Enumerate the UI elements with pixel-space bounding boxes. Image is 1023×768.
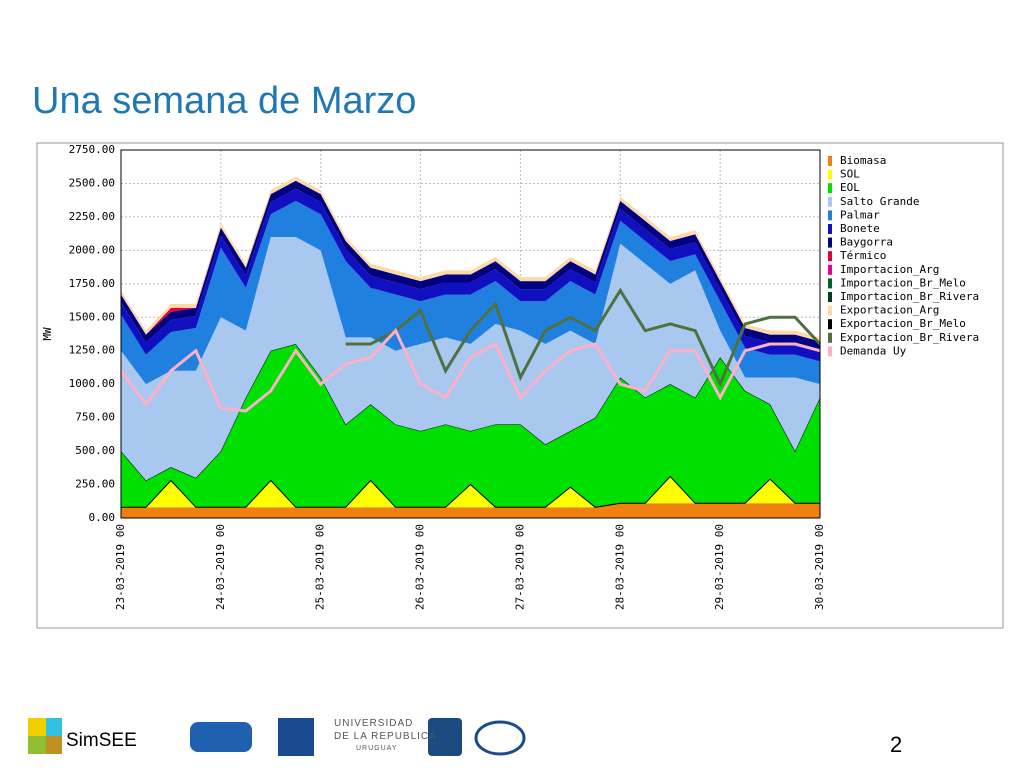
legend-label: Palmar [840, 208, 880, 221]
legend-swatch [828, 305, 832, 316]
footer-university: UNIVERSIDAD [334, 718, 414, 729]
legend-swatch [828, 196, 832, 207]
page-number: 2 [890, 732, 903, 757]
line-13 [345, 287, 822, 388]
legend-swatch [828, 292, 832, 302]
legend-label: Importacion_Br_Melo [840, 276, 966, 289]
legend-swatch [828, 156, 832, 166]
plot-border [120, 149, 821, 519]
legend-label: Exportacion_Br_Melo [840, 317, 966, 330]
legend-swatch [828, 251, 832, 262]
legend-swatch [828, 169, 832, 180]
y-tick-label: 500.00 [75, 444, 115, 457]
legend-swatch [828, 278, 832, 289]
x-tick-label: 25-03-2019 00 [314, 524, 327, 610]
y-tick-label: 750.00 [75, 411, 115, 424]
legend-swatch [828, 264, 832, 275]
legend-swatch [828, 332, 832, 343]
slide-title: Una semana de Marzo [32, 80, 417, 122]
y-tick-label: 2750.00 [69, 143, 115, 156]
x-tick-label: 23-03-2019 00 [114, 524, 127, 610]
y-tick-label: 1750.00 [69, 277, 115, 290]
legend-swatch [828, 319, 832, 330]
area-11 [121, 176, 820, 342]
legend-label: Térmico [840, 249, 886, 262]
y-axis-label: MW [41, 327, 54, 341]
y-tick-label: 1250.00 [69, 344, 115, 357]
legend-swatch [828, 183, 832, 194]
y-tick-label: 1500.00 [69, 310, 115, 323]
legend-swatch [828, 224, 832, 234]
footer-brand: SimSEE [66, 730, 137, 751]
y-tick-label: 2250.00 [69, 210, 115, 223]
area-1 [121, 476, 820, 508]
x-tick-label: 29-03-2019 00 [713, 524, 726, 610]
legend-label: Exportacion_Br_Rivera [840, 331, 979, 344]
area-4 [121, 200, 820, 385]
y-tick-label: 2500.00 [69, 176, 115, 189]
legend-swatch [828, 346, 832, 357]
x-tick-label: 28-03-2019 00 [613, 524, 626, 610]
legend-label: EOL [840, 181, 860, 194]
legend-label: Bonete [840, 222, 880, 235]
legend-label: Biomasa [840, 154, 886, 167]
legend-label: Importacion_Br_Rivera [840, 290, 979, 303]
footer-university: DE LA REPUBLICA [334, 731, 437, 742]
legend-swatch [828, 237, 832, 248]
legend-label: Demanda Uy [840, 344, 907, 357]
x-tick-label: 26-03-2019 00 [414, 524, 427, 610]
x-tick-label: 24-03-2019 00 [214, 524, 227, 610]
y-tick-label: 0.00 [89, 511, 116, 524]
legend-label: Importacion_Arg [840, 263, 939, 276]
area-6 [121, 180, 820, 350]
legend-label: Exportacion_Arg [840, 304, 939, 317]
line-14 [119, 328, 821, 413]
footer-university: URUGUAY [356, 745, 398, 752]
legend-label: Salto Grande [840, 195, 919, 208]
y-tick-label: 2000.00 [69, 243, 115, 256]
legend-label: SOL [840, 168, 860, 181]
legend-label: Baygorra [840, 236, 893, 249]
y-tick-label: 1000.00 [69, 377, 115, 390]
legend-swatch [828, 210, 832, 221]
y-tick-label: 250.00 [75, 478, 115, 491]
x-tick-label: 27-03-2019 00 [513, 524, 526, 610]
x-tick-label: 30-03-2019 00 [813, 524, 826, 610]
area-5 [121, 188, 820, 362]
area-0 [121, 503, 820, 518]
